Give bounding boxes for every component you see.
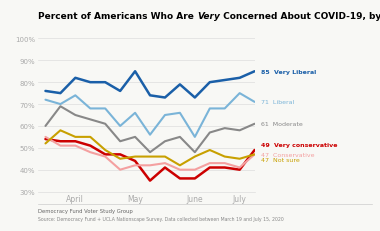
Text: Source: Democracy Fund + UCLA Nationscape Survey. Data collected between March 1: Source: Democracy Fund + UCLA Nationscap… xyxy=(38,216,284,221)
Text: Percent of Americans Who Are: Percent of Americans Who Are xyxy=(38,12,197,21)
Text: 49  Very conservative: 49 Very conservative xyxy=(261,143,337,147)
Text: 61  Moderate: 61 Moderate xyxy=(261,122,302,127)
Text: Concerned About COVID-19, by Ideology: Concerned About COVID-19, by Ideology xyxy=(220,12,380,21)
Text: 85  Very Liberal: 85 Very Liberal xyxy=(261,70,316,74)
Text: 47  Conservative: 47 Conservative xyxy=(261,152,314,157)
Text: Democracy Fund Voter Study Group: Democracy Fund Voter Study Group xyxy=(38,208,133,213)
Text: 47  Not sure: 47 Not sure xyxy=(261,158,299,163)
Text: Very: Very xyxy=(197,12,220,21)
Text: 71  Liberal: 71 Liberal xyxy=(261,100,294,105)
